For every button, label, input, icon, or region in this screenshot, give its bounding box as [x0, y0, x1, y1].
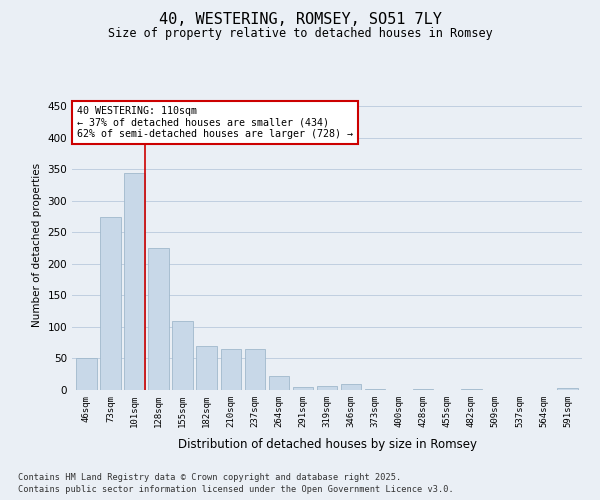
Bar: [269, 376, 289, 390]
Bar: [76, 358, 97, 390]
Text: 40, WESTERING, ROMSEY, SO51 7LY: 40, WESTERING, ROMSEY, SO51 7LY: [158, 12, 442, 28]
Bar: [100, 216, 121, 390]
Text: Size of property relative to detached houses in Romsey: Size of property relative to detached ho…: [107, 28, 493, 40]
Bar: [293, 387, 313, 390]
Bar: [196, 346, 217, 390]
Bar: [124, 172, 145, 390]
Bar: [245, 349, 265, 390]
Bar: [317, 386, 337, 390]
Bar: [221, 349, 241, 390]
X-axis label: Distribution of detached houses by size in Romsey: Distribution of detached houses by size …: [178, 438, 476, 451]
Text: 40 WESTERING: 110sqm
← 37% of detached houses are smaller (434)
62% of semi-deta: 40 WESTERING: 110sqm ← 37% of detached h…: [77, 106, 353, 139]
Bar: [172, 320, 193, 390]
Bar: [557, 388, 578, 390]
Text: Contains public sector information licensed under the Open Government Licence v3: Contains public sector information licen…: [18, 485, 454, 494]
Bar: [341, 384, 361, 390]
Y-axis label: Number of detached properties: Number of detached properties: [32, 163, 42, 327]
Text: Contains HM Land Registry data © Crown copyright and database right 2025.: Contains HM Land Registry data © Crown c…: [18, 474, 401, 482]
Bar: [148, 248, 169, 390]
